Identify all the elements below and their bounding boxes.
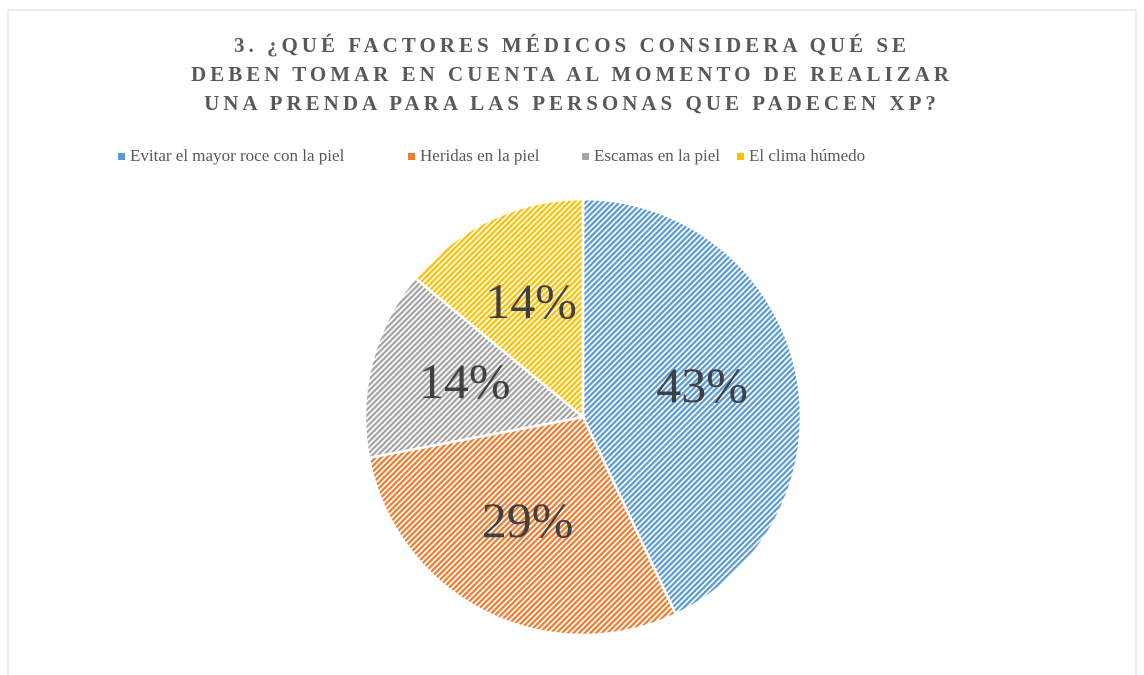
legend-marker <box>118 153 125 160</box>
chart-title: UNA PRENDA PARA LAS PERSONAS QUE PADECEN… <box>204 91 940 115</box>
chart-border <box>7 9 1137 675</box>
legend-label: Heridas en la piel <box>420 146 540 165</box>
chart-title: 3. ¿QUÉ FACTORES MÉDICOS CONSIDERA QUÉ S… <box>234 33 910 57</box>
pie-slice <box>581 197 803 616</box>
pie-slice <box>413 197 585 420</box>
chart-title: DEBEN TOMAR EN CUENTA AL MOMENTO DE REAL… <box>191 62 953 86</box>
data-label: 14% <box>419 353 511 409</box>
data-label: 43% <box>656 357 748 413</box>
legend-marker <box>408 153 415 160</box>
legend-label: Escamas en la piel <box>594 146 720 165</box>
pie-slice <box>367 415 678 637</box>
legend-label: El clima húmedo <box>749 146 865 165</box>
data-label: 14% <box>485 273 577 329</box>
data-label: 29% <box>482 492 574 548</box>
legend-marker <box>737 153 744 160</box>
pie-slice <box>363 276 586 460</box>
legend-marker <box>582 153 589 160</box>
legend-label: Evitar el mayor roce con la piel <box>130 146 345 165</box>
